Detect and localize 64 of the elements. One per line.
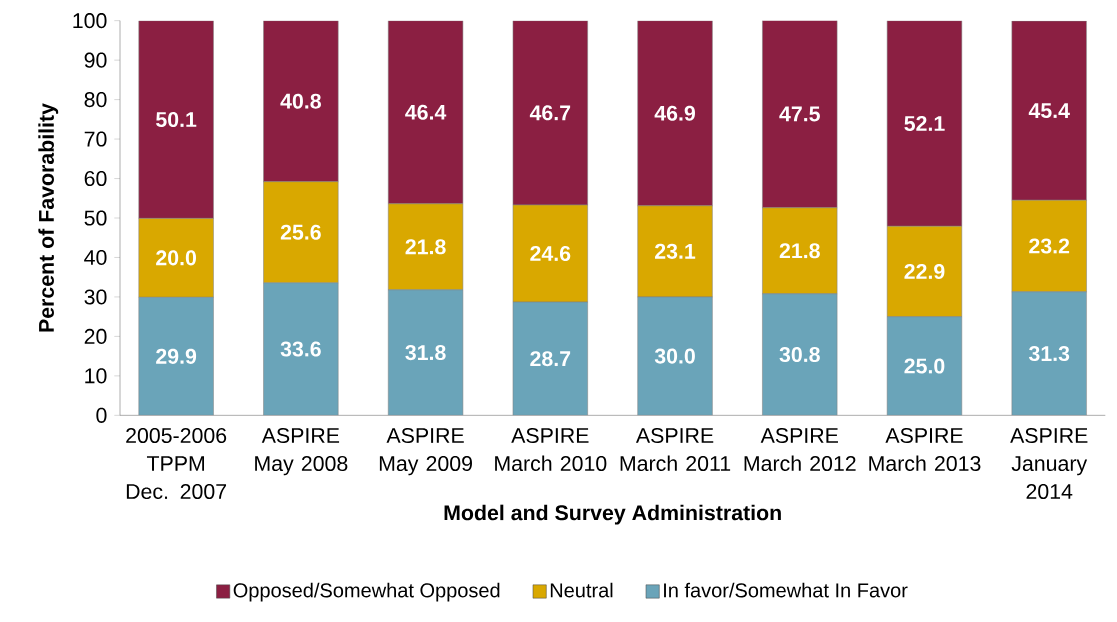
data-label: 23.1 xyxy=(655,243,696,259)
data-label: 40.8 xyxy=(280,93,321,109)
y-tick-label: 80 xyxy=(84,92,107,108)
x-tick-label: 2005-2006 TPPM Dec. 2007 xyxy=(126,427,227,500)
data-label: 50.1 xyxy=(156,111,197,128)
bar xyxy=(1011,20,1087,201)
data-label: 47.5 xyxy=(779,106,820,122)
bar xyxy=(263,282,339,416)
data-label: 28.7 xyxy=(530,351,571,367)
data-label: 31.8 xyxy=(405,345,446,361)
x-tick-label: ASPIRE March 2013 xyxy=(869,427,981,472)
bar xyxy=(637,20,713,207)
bar xyxy=(138,297,214,416)
bar xyxy=(1011,291,1087,416)
bar xyxy=(886,20,963,227)
data-label: 22.9 xyxy=(904,263,945,280)
data-label: 29.9 xyxy=(156,348,197,364)
bar xyxy=(762,20,838,209)
data-label: 25.6 xyxy=(280,224,321,240)
data-label: 45.4 xyxy=(1028,103,1070,119)
y-tick-label: 90 xyxy=(84,52,107,68)
legend-label: Opposed/Somewhat Opposed xyxy=(233,582,500,602)
data-label: 21.8 xyxy=(779,243,820,259)
data-label: 23.2 xyxy=(1029,238,1070,254)
bar xyxy=(263,20,339,182)
y-tick-label: 0 xyxy=(96,407,107,423)
data-label: 46.7 xyxy=(529,105,571,121)
bar xyxy=(138,20,214,219)
y-tick-label: 10 xyxy=(85,368,107,384)
data-label: 31.3 xyxy=(1028,346,1070,362)
data-label: 24.6 xyxy=(530,245,571,262)
data-label: 21.8 xyxy=(405,239,446,255)
data-label: 30.8 xyxy=(779,346,820,363)
y-tick-label: 20 xyxy=(84,328,107,344)
x-tick-label: ASPIRE March 2012 xyxy=(744,427,856,472)
bar xyxy=(512,20,588,206)
y-tick-label: 70 xyxy=(84,131,107,147)
bar xyxy=(886,316,963,416)
bar xyxy=(637,296,713,416)
bar xyxy=(512,301,588,416)
data-label: 30.0 xyxy=(654,348,695,364)
data-label: 20.0 xyxy=(156,250,196,266)
y-tick-label: 60 xyxy=(84,170,107,187)
data-label: 46.9 xyxy=(654,105,695,121)
x-tick-label: ASPIRE May 2008 xyxy=(255,427,348,476)
legend-label: Neutral xyxy=(550,582,613,598)
data-label: 52.1 xyxy=(904,115,945,132)
y-axis-title: Percent of Favorability xyxy=(38,103,59,332)
data-label: 33.6 xyxy=(280,341,321,357)
bar xyxy=(387,20,464,205)
x-tick-label: ASPIRE January 2014 xyxy=(1010,427,1088,500)
y-tick-label: 30 xyxy=(84,289,107,305)
data-label: 46.4 xyxy=(405,104,447,120)
x-tick-label: ASPIRE March 2011 xyxy=(620,427,731,472)
y-tick-label: 100 xyxy=(73,13,107,29)
data-label: 25.0 xyxy=(904,358,945,374)
y-tick-label: 50 xyxy=(84,210,107,226)
bar xyxy=(387,289,464,416)
x-tick-label: ASPIRE March 2010 xyxy=(495,427,607,472)
y-tick-label: 40 xyxy=(84,249,107,266)
legend-label: In favor/Somewhat In Favor xyxy=(664,582,908,598)
x-axis-title: Model and Survey Administration xyxy=(444,504,781,525)
bar xyxy=(762,293,838,416)
x-tick-label: ASPIRE May 2009 xyxy=(379,427,472,476)
